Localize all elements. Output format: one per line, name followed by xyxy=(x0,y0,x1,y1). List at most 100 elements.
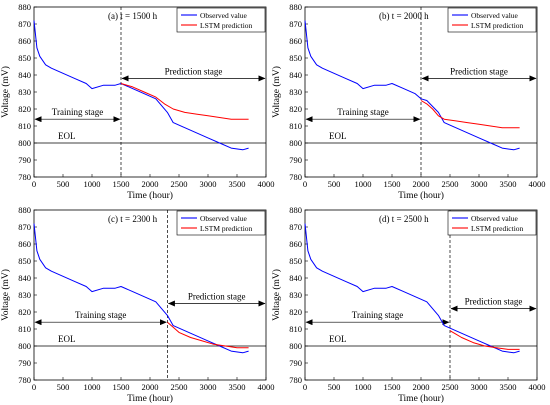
y-tick-label: 850 xyxy=(18,256,31,266)
x-tick-label: 3000 xyxy=(200,179,217,189)
y-tick-label: 840 xyxy=(18,273,31,283)
y-tick-label: 820 xyxy=(18,307,31,317)
eol-label: EOL xyxy=(58,334,76,344)
observed-value-line xyxy=(304,20,520,151)
y-tick-label: 800 xyxy=(18,341,31,351)
x-tick-label: 3500 xyxy=(500,382,517,392)
y-tick-label: 860 xyxy=(18,239,31,249)
x-axis-label: Time (hour) xyxy=(127,393,173,404)
y-tick-label: 860 xyxy=(289,239,302,249)
y-tick-label: 820 xyxy=(289,104,302,114)
y-tick-label: 820 xyxy=(18,104,31,114)
y-tick-label: 820 xyxy=(289,307,302,317)
y-tick-label: 870 xyxy=(18,222,31,232)
y-tick-label: 800 xyxy=(289,341,302,351)
y-tick-label: 870 xyxy=(18,19,31,29)
y-axis-label: Voltage (mV) xyxy=(271,269,282,321)
x-tick-label: 2000 xyxy=(413,179,430,189)
y-tick-label: 780 xyxy=(18,375,31,385)
x-tick-label: 3000 xyxy=(200,382,217,392)
x-tick-label: 4000 xyxy=(258,179,275,189)
y-tick-label: 780 xyxy=(18,172,31,182)
x-tick-label: 3000 xyxy=(471,179,488,189)
y-tick-label: 870 xyxy=(289,19,302,29)
y-tick-label: 850 xyxy=(289,256,302,266)
x-tick-label: 1000 xyxy=(84,179,101,189)
chart-panel-2: 0 500 1000 1500 2000 2500 3000 3500 4000 780 790 80… xyxy=(271,2,546,201)
y-tick-label: 830 xyxy=(289,87,302,97)
y-tick-label: 830 xyxy=(18,87,31,97)
legend-entry: LSTM prediction xyxy=(471,21,524,30)
y-tick-label: 860 xyxy=(18,36,31,46)
legend-entry: Observed value xyxy=(200,11,248,20)
legend-box xyxy=(176,210,266,236)
observed-value-line xyxy=(33,223,249,354)
legend-box xyxy=(447,7,537,33)
x-tick-label: 2000 xyxy=(413,382,430,392)
x-tick-label: 3000 xyxy=(471,382,488,392)
observed-value-line xyxy=(33,20,249,151)
chart-panel-3: 0 500 1000 1500 2000 2500 3000 3500 4000 780 790 80… xyxy=(0,205,275,404)
y-tick-label: 830 xyxy=(18,290,31,300)
lstm-prediction-line xyxy=(449,330,520,350)
panel-label: (a) t = 1500 h xyxy=(108,11,158,21)
x-tick-label: 1000 xyxy=(355,179,372,189)
x-tick-label: 1500 xyxy=(113,382,130,392)
x-tick-label: 2500 xyxy=(171,179,188,189)
y-tick-label: 810 xyxy=(289,121,302,131)
x-tick-label: 500 xyxy=(57,382,70,392)
x-tick-label: 500 xyxy=(328,382,341,392)
x-tick-label: 500 xyxy=(57,179,70,189)
x-tick-label: 1500 xyxy=(113,179,130,189)
y-tick-label: 870 xyxy=(289,222,302,232)
legend-entry: LSTM prediction xyxy=(471,224,524,233)
y-axis-label: Voltage (mV) xyxy=(0,66,11,118)
y-tick-label: 810 xyxy=(289,324,302,334)
y-axis-label: Voltage (mV) xyxy=(271,66,282,118)
legend-entry: Observed value xyxy=(471,214,519,223)
y-tick-label: 880 xyxy=(289,2,302,12)
eol-label: EOL xyxy=(329,334,347,344)
x-axis-label: Time (hour) xyxy=(398,190,444,201)
legend-box xyxy=(176,7,266,33)
chart-panel-4: 0 500 1000 1500 2000 2500 3000 3500 4000 780 790 80… xyxy=(271,205,546,404)
x-tick-label: 1000 xyxy=(355,382,372,392)
x-tick-label: 500 xyxy=(328,179,341,189)
lstm-prediction-line xyxy=(167,321,249,349)
x-tick-label: 2000 xyxy=(142,179,159,189)
y-tick-label: 850 xyxy=(18,53,31,63)
x-tick-label: 2000 xyxy=(142,382,159,392)
lstm-prediction-line xyxy=(120,83,249,120)
x-tick-label: 2500 xyxy=(171,382,188,392)
x-tick-label: 3500 xyxy=(500,179,517,189)
x-tick-label: 1000 xyxy=(84,382,101,392)
y-tick-label: 800 xyxy=(289,138,302,148)
x-tick-label: 0 xyxy=(32,382,36,392)
training-stage-label: Training stage xyxy=(75,310,126,320)
prediction-stage-label: Prediction stage xyxy=(188,292,246,302)
x-tick-label: 1500 xyxy=(384,179,401,189)
y-tick-label: 830 xyxy=(289,290,302,300)
prediction-stage-label: Prediction stage xyxy=(465,297,523,307)
panel-label: (d) t = 2500 h xyxy=(379,214,429,224)
panel-label: (b) t = 2000 h xyxy=(379,11,429,21)
training-stage-label: Training stage xyxy=(337,107,388,117)
legend-entry: Observed value xyxy=(471,11,519,20)
y-tick-label: 810 xyxy=(18,121,31,131)
training-stage-label: Training stage xyxy=(52,107,103,117)
x-axis-label: Time (hour) xyxy=(127,190,173,201)
legend-entry: LSTM prediction xyxy=(200,224,253,233)
y-tick-label: 790 xyxy=(289,358,302,368)
legend-box xyxy=(447,210,537,236)
y-tick-label: 880 xyxy=(289,205,302,215)
prediction-stage-label: Prediction stage xyxy=(165,66,223,76)
y-tick-label: 790 xyxy=(18,358,31,368)
y-tick-label: 840 xyxy=(18,70,31,80)
x-tick-label: 0 xyxy=(32,179,36,189)
y-tick-label: 840 xyxy=(289,70,302,80)
panel-label: (c) t = 2300 h xyxy=(108,214,158,224)
y-tick-label: 790 xyxy=(289,155,302,165)
eol-label: EOL xyxy=(58,131,76,141)
observed-value-line xyxy=(304,223,520,354)
